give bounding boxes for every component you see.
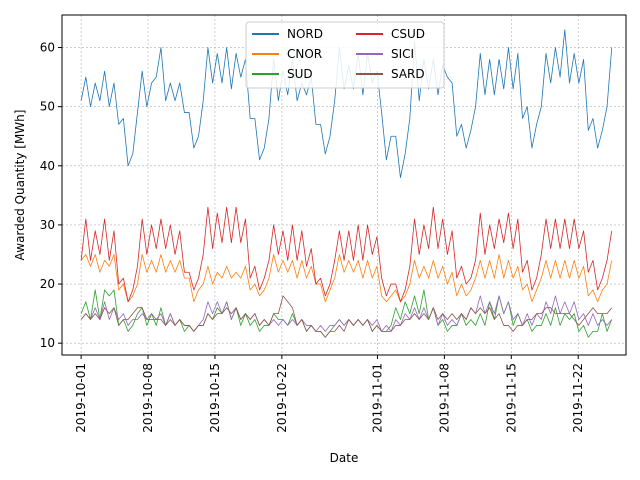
legend-label-cnor: CNOR [287, 47, 322, 61]
x-tick-label: 2019-11-01 [370, 363, 384, 433]
x-tick-label: 2019-10-08 [141, 363, 155, 433]
series-line-sard [80, 295, 613, 338]
legend-label-sard: SARD [391, 67, 425, 81]
x-tick-label: 2019-10-01 [74, 363, 88, 433]
y-axis: 10 20 30 40 50 60 [40, 41, 62, 350]
y-tick-label: 30 [40, 218, 55, 232]
x-tick-label: 2019-10-22 [275, 363, 289, 433]
legend-label-sici: SICI [391, 47, 414, 61]
series-line-sici [80, 295, 613, 332]
x-axis: 2019-10-01 2019-10-08 2019-10-15 2019-10-22… [74, 355, 585, 433]
legend-label-nord: NORD [287, 27, 323, 41]
legend-label-csud: CSUD [391, 27, 425, 41]
series-line-csud [80, 206, 613, 303]
plot-frame [61, 14, 627, 356]
y-tick-label: 50 [40, 100, 55, 114]
x-tick-label: 2019-11-15 [504, 363, 518, 433]
legend-label-sud: SUD [287, 67, 313, 81]
series-line-cnor [80, 254, 613, 303]
y-tick-label: 10 [40, 336, 55, 350]
y-tick-label: 40 [40, 159, 55, 173]
x-tick-label: 2019-11-08 [437, 363, 451, 433]
y-tick-label: 60 [40, 41, 55, 55]
legend: NORD CNOR SUD CSUD SICI SARD [245, 21, 445, 89]
y-tick-label: 20 [40, 277, 55, 291]
legend-box [245, 21, 445, 89]
x-axis-title: Date [330, 451, 359, 465]
x-tick-label: 2019-10-15 [208, 363, 222, 433]
x-tick-label: 2019-11-22 [571, 363, 585, 433]
y-axis-title: Awarded Quantity [MWh] [13, 110, 27, 261]
